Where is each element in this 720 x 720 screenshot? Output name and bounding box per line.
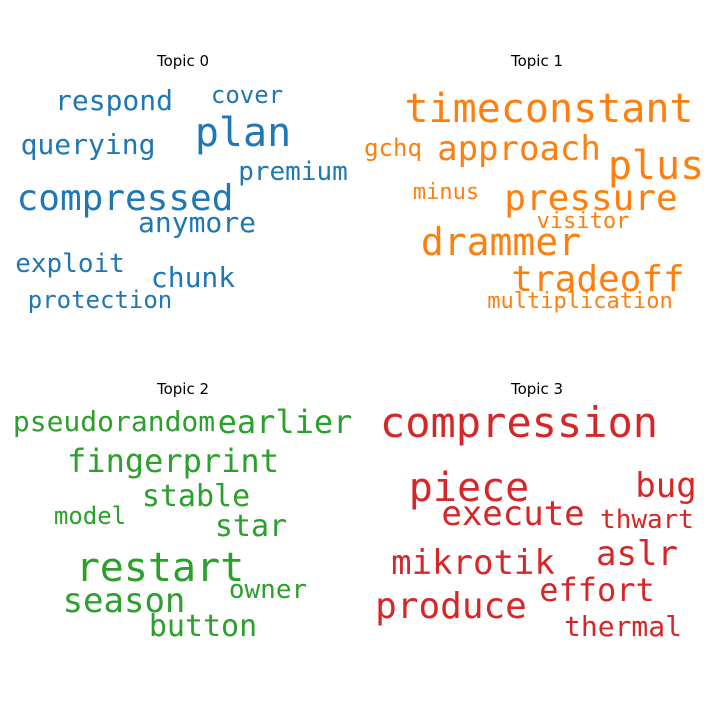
topic-3-word-bug: bug	[635, 466, 697, 506]
topic-3-word-effort: effort	[539, 571, 655, 609]
topic-1-word-multiplication: multiplication	[487, 289, 673, 314]
topic-3-title: Topic 3	[510, 380, 564, 398]
topic-1-word-visitor: visitor	[536, 209, 630, 234]
topic-2-word-model: model	[53, 502, 127, 530]
topic-3-word-thwart: thwart	[600, 505, 694, 535]
topic-2-word-season: season	[62, 581, 186, 621]
topic-1-word-timeconstant: timeconstant	[404, 86, 694, 132]
topic-0-title: Topic 0	[156, 52, 210, 70]
topic-2-title: Topic 2	[156, 380, 210, 398]
topic-3-word-execute: execute	[441, 494, 585, 534]
topic-0-word-exploit: exploit	[15, 249, 125, 279]
topic-2-word-pseudorandom: pseudorandom	[12, 405, 216, 438]
topic-1-word-minus: minus	[412, 180, 480, 205]
topic-2-word-owner: owner	[228, 575, 308, 605]
topic-2-word-earlier: earlier	[217, 403, 353, 441]
topic-0-word-premium: premium	[238, 157, 348, 187]
topic-0-word-cover: cover	[210, 81, 284, 109]
topic-0-word-compressed: compressed	[16, 178, 234, 219]
topic-2-word-button: button	[148, 609, 258, 644]
topic-0-word-anymore: anymore	[137, 206, 257, 239]
topic-1-word-approach: approach	[437, 129, 601, 169]
topic-3-word-produce: produce	[375, 586, 527, 627]
topic-0-word-protection: protection	[27, 286, 173, 314]
topic-1-word-plus: plus	[607, 143, 705, 189]
topic-1-word-pressure: pressure	[504, 178, 678, 219]
topic-0-word-plan: plan	[194, 110, 292, 156]
topic-3-word-compression: compression	[379, 398, 659, 447]
topic-1-word-gchq: gchq	[364, 134, 422, 162]
topic-2-word-star: star	[214, 509, 288, 544]
topic-2-word-stable: stable	[141, 479, 251, 514]
topic-3-word-thermal: thermal	[563, 610, 683, 643]
topic-3-word-aslr: aslr	[596, 534, 678, 574]
topic-1-word-drammer: drammer	[420, 220, 582, 264]
topic-1-title: Topic 1	[510, 52, 564, 70]
topic-1-word-tradeoff: tradeoff	[511, 259, 685, 300]
topic-3-word-piece: piece	[408, 465, 530, 511]
topic-2-word-fingerprint: fingerprint	[67, 442, 279, 480]
topic-0-word-respond: respond	[54, 84, 174, 117]
topic-0-word-querying: querying	[20, 128, 156, 161]
topic-0-word-chunk: chunk	[150, 261, 236, 294]
topic-2-word-restart: restart	[75, 545, 245, 591]
topic-3-word-mikrotik: mikrotik	[391, 543, 555, 583]
